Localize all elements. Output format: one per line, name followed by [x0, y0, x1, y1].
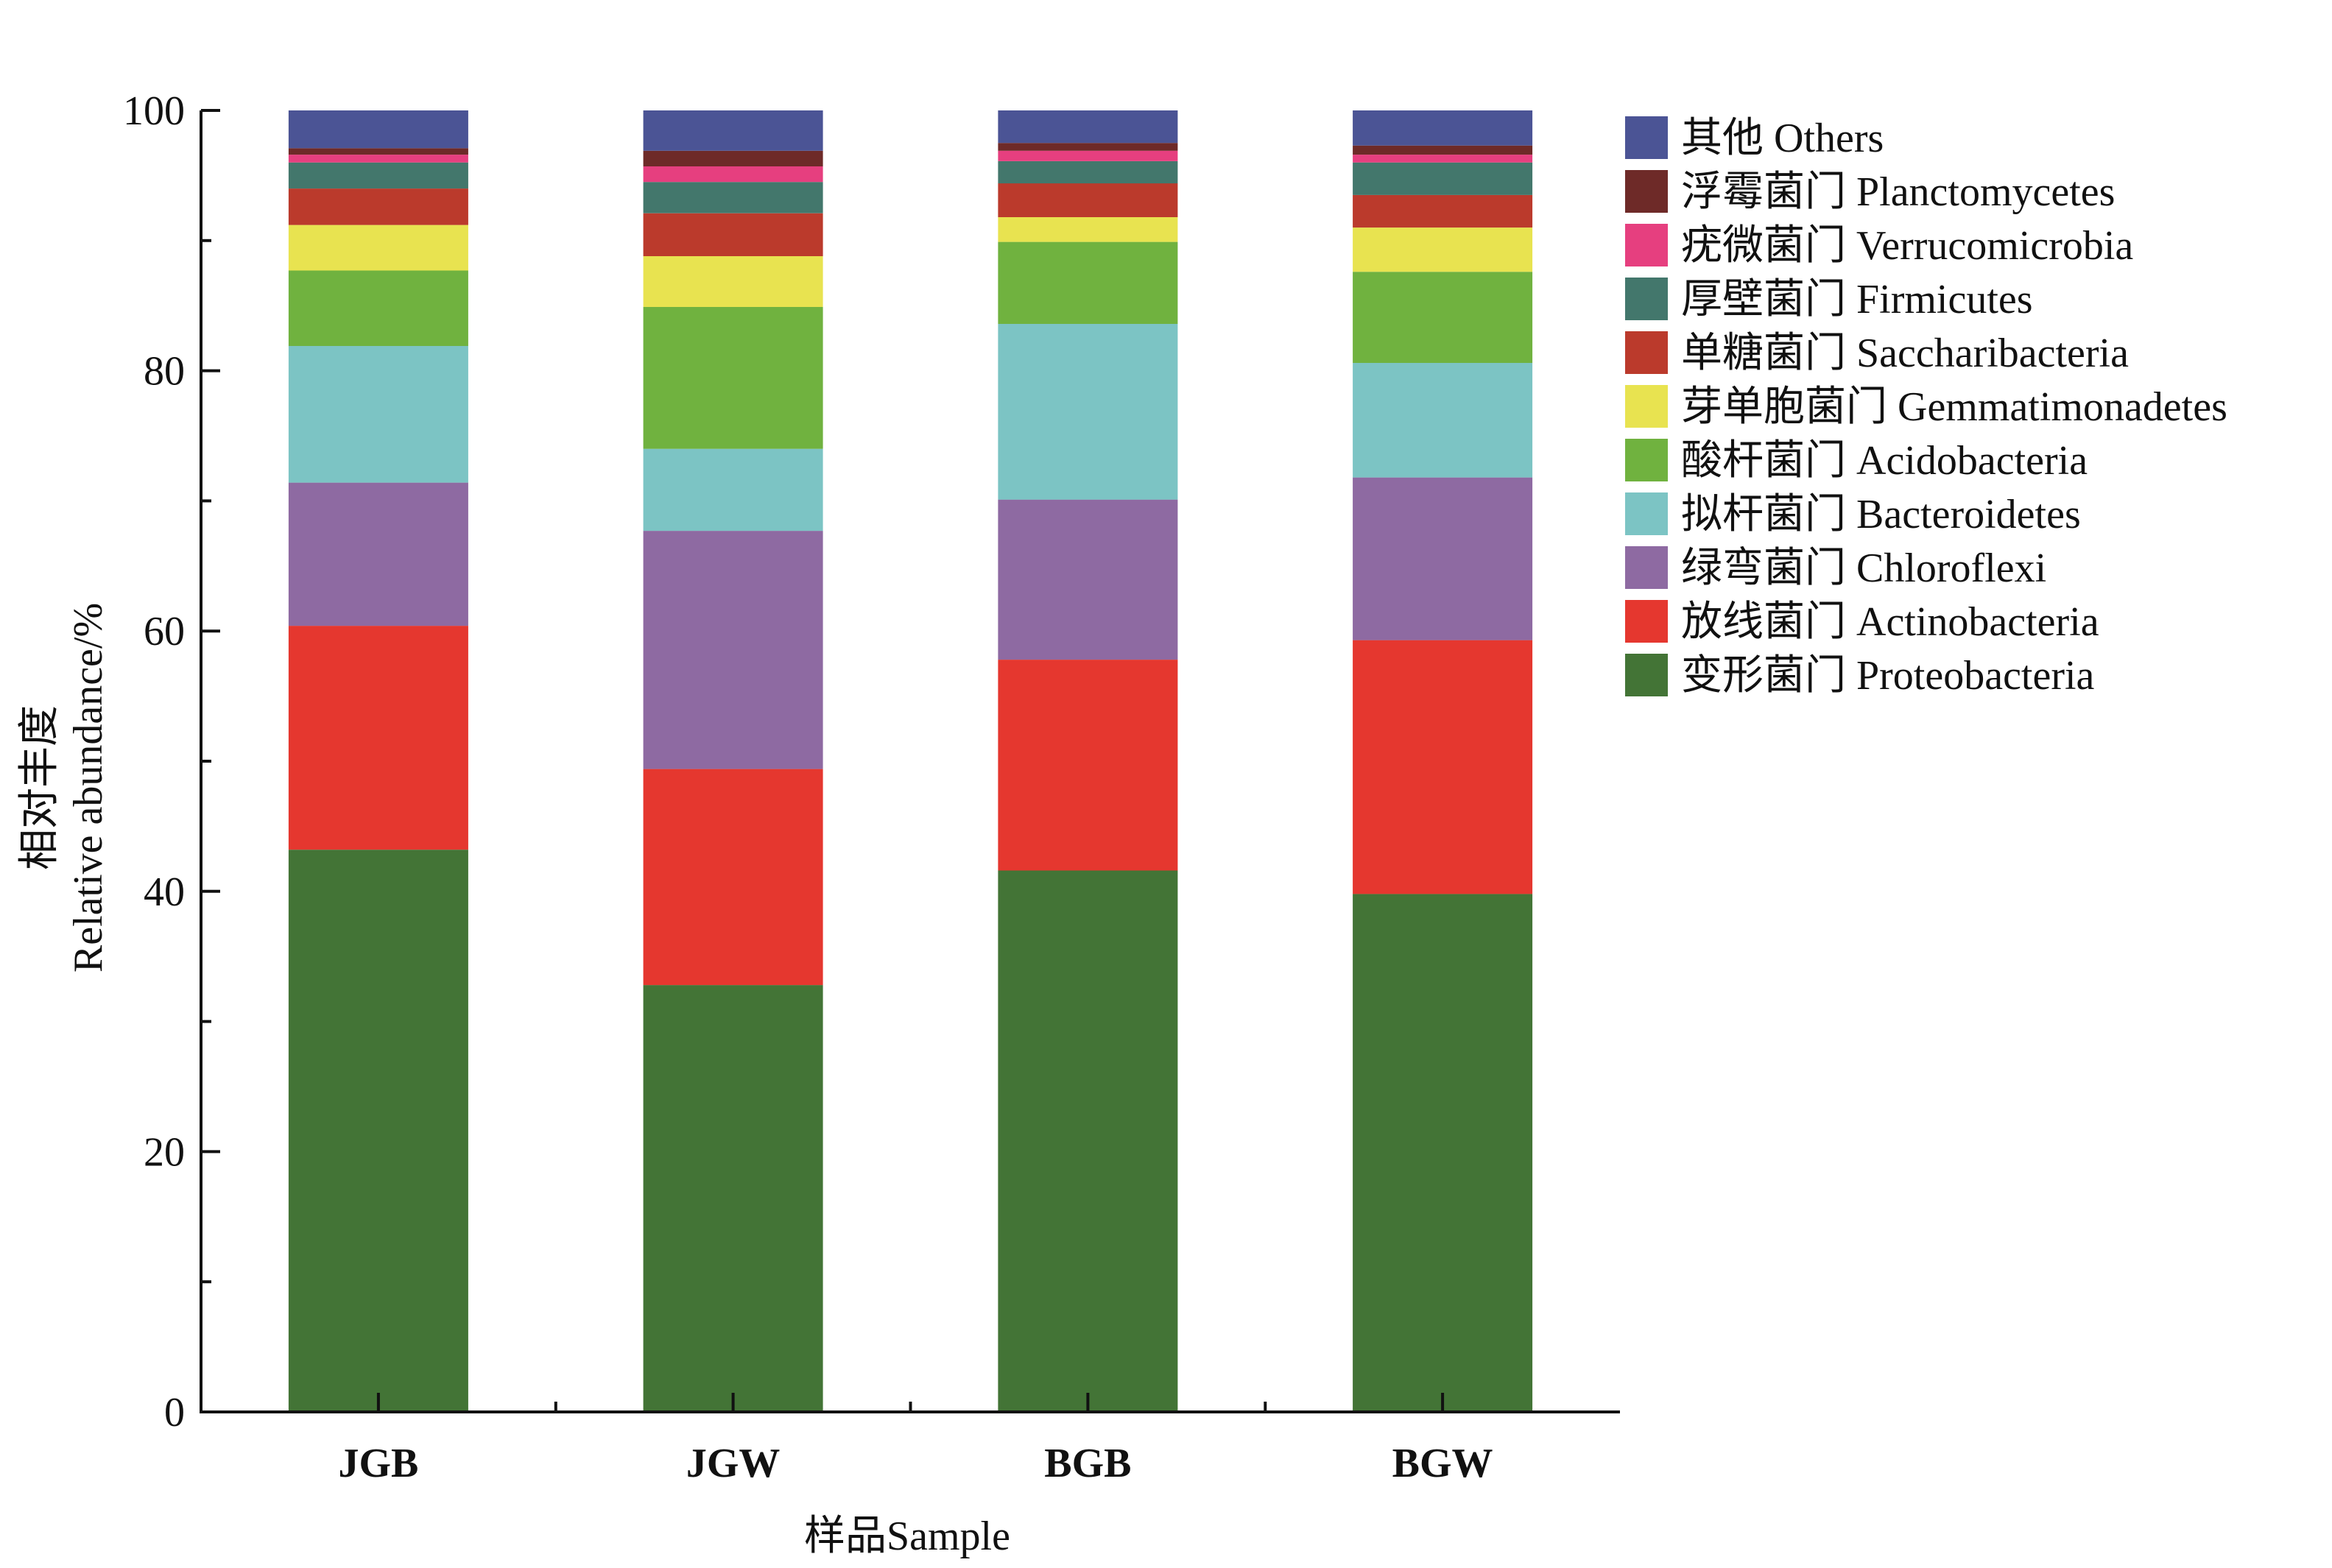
bar-segment-BGW-10 — [1353, 145, 1533, 155]
legend-swatch — [1625, 224, 1668, 266]
legend-swatch — [1625, 170, 1668, 213]
bar-segment-JGW-7 — [643, 213, 823, 256]
legend-label: 芽单胞菌门 Gemmatimonadetes — [1681, 384, 2227, 430]
legend-swatch — [1625, 385, 1668, 428]
x-tick-label: BGW — [1392, 1441, 1493, 1486]
legend-label: 厚壁菌门 Firmicutes — [1681, 277, 2033, 322]
bar-segment-JGB-6 — [288, 225, 468, 271]
legend-swatch — [1625, 331, 1668, 374]
bar-segment-JGB-3 — [288, 482, 468, 626]
bar-segment-JGB-5 — [288, 270, 468, 346]
bar-segment-BGB-1 — [998, 870, 1178, 1412]
bar-segment-JGW-4 — [643, 448, 823, 532]
bar-segment-JGW-1 — [643, 985, 823, 1412]
bar-segment-BGW-6 — [1353, 227, 1533, 272]
bar-segment-BGB-9 — [998, 150, 1178, 161]
bar-segment-BGW-11 — [1353, 110, 1533, 146]
legend-label: 单糖菌门 Saccharibacteria — [1681, 331, 2129, 376]
y-tick-label: 40 — [144, 869, 185, 915]
legend-swatch — [1625, 278, 1668, 320]
bar-segment-BGW-8 — [1353, 162, 1533, 195]
legend-label: 放线菌门 Actinobacteria — [1681, 599, 2099, 645]
bar-segment-BGW-2 — [1353, 640, 1533, 894]
x-tick-label: BGB — [1044, 1441, 1131, 1486]
legend-label: 酸杆菌门 Acidobacteria — [1681, 438, 2088, 484]
bar-segment-JGW-10 — [643, 150, 823, 166]
bar-segment-JGW-3 — [643, 531, 823, 769]
bar-segment-JGW-5 — [643, 307, 823, 449]
bar-segment-JGB-10 — [288, 148, 468, 155]
bar-segment-JGB-8 — [288, 162, 468, 189]
x-tick-label: JGB — [338, 1441, 418, 1486]
x-tick-label: JGW — [686, 1441, 781, 1486]
bar-segment-BGW-5 — [1353, 272, 1533, 363]
x-axis-title: 样品Sample — [804, 1514, 1010, 1559]
y-tick-label: 60 — [144, 609, 185, 654]
bar-segment-JGB-4 — [288, 346, 468, 483]
bar-segment-BGW-4 — [1353, 363, 1533, 478]
legend-swatch — [1625, 654, 1668, 696]
legend-label: 浮霉菌门 Planctomycetes — [1681, 169, 2115, 215]
bar-segment-BGB-4 — [998, 324, 1178, 500]
bar-segment-JGB-9 — [288, 155, 468, 163]
bar-segment-BGB-2 — [998, 660, 1178, 871]
bar-segment-JGB-7 — [288, 188, 468, 225]
axes-layer: JGB JGW BGB BGW 0 20 40 60 80 100 — [123, 88, 1620, 1486]
legend-swatch — [1625, 116, 1668, 159]
legend-label: 其他 Others — [1681, 116, 1884, 161]
bar-segment-BGW-1 — [1353, 894, 1533, 1412]
bar-segment-BGB-6 — [998, 217, 1178, 242]
legend-label: 拟杆菌门 Bacteroidetes — [1681, 492, 2081, 537]
legend-swatch — [1625, 600, 1668, 643]
bar-segment-BGB-11 — [998, 110, 1178, 144]
bar-segment-BGB-7 — [998, 183, 1178, 217]
legend-label: 绿弯菌门 Chloroflexi — [1681, 545, 2046, 591]
bar-segment-JGW-9 — [643, 166, 823, 183]
bar-segment-BGW-3 — [1353, 477, 1533, 640]
bar-segment-BGW-9 — [1353, 155, 1533, 163]
bar-segment-BGB-8 — [998, 161, 1178, 184]
legend-label: 疣微菌门 Verrucomicrobia — [1681, 223, 2133, 269]
bar-segment-BGB-3 — [998, 499, 1178, 660]
legend: 其他 Others 浮霉菌门 Planctomycetes 疣微菌门 Verruco… — [1625, 116, 2227, 699]
bar-segment-JGB-1 — [288, 850, 468, 1412]
bar-segment-JGW-8 — [643, 182, 823, 213]
bar-segment-JGW-6 — [643, 256, 823, 307]
y-tick-label: 20 — [144, 1129, 185, 1175]
bar-segment-JGB-11 — [288, 110, 468, 149]
legend-swatch — [1625, 546, 1668, 589]
y-tick-label: 0 — [164, 1390, 185, 1435]
bar-segment-JGW-11 — [643, 110, 823, 151]
bar-segment-JGW-2 — [643, 769, 823, 986]
y-tick-label: 100 — [123, 88, 185, 134]
legend-swatch — [1625, 439, 1668, 481]
bar-segment-BGB-10 — [998, 143, 1178, 151]
y-tick-label: 80 — [144, 349, 185, 395]
bars-layer — [288, 110, 1533, 1412]
legend-swatch — [1625, 492, 1668, 535]
bar-segment-JGB-2 — [288, 626, 468, 850]
legend-label: 变形菌门 Proteobacteria — [1681, 653, 2095, 699]
bar-segment-BGB-5 — [998, 241, 1178, 324]
y-axis-title-en: Relative abundance/% — [66, 603, 111, 972]
bar-segment-BGW-7 — [1353, 194, 1533, 228]
y-axis-title-cn: 相对丰度 — [17, 705, 63, 870]
